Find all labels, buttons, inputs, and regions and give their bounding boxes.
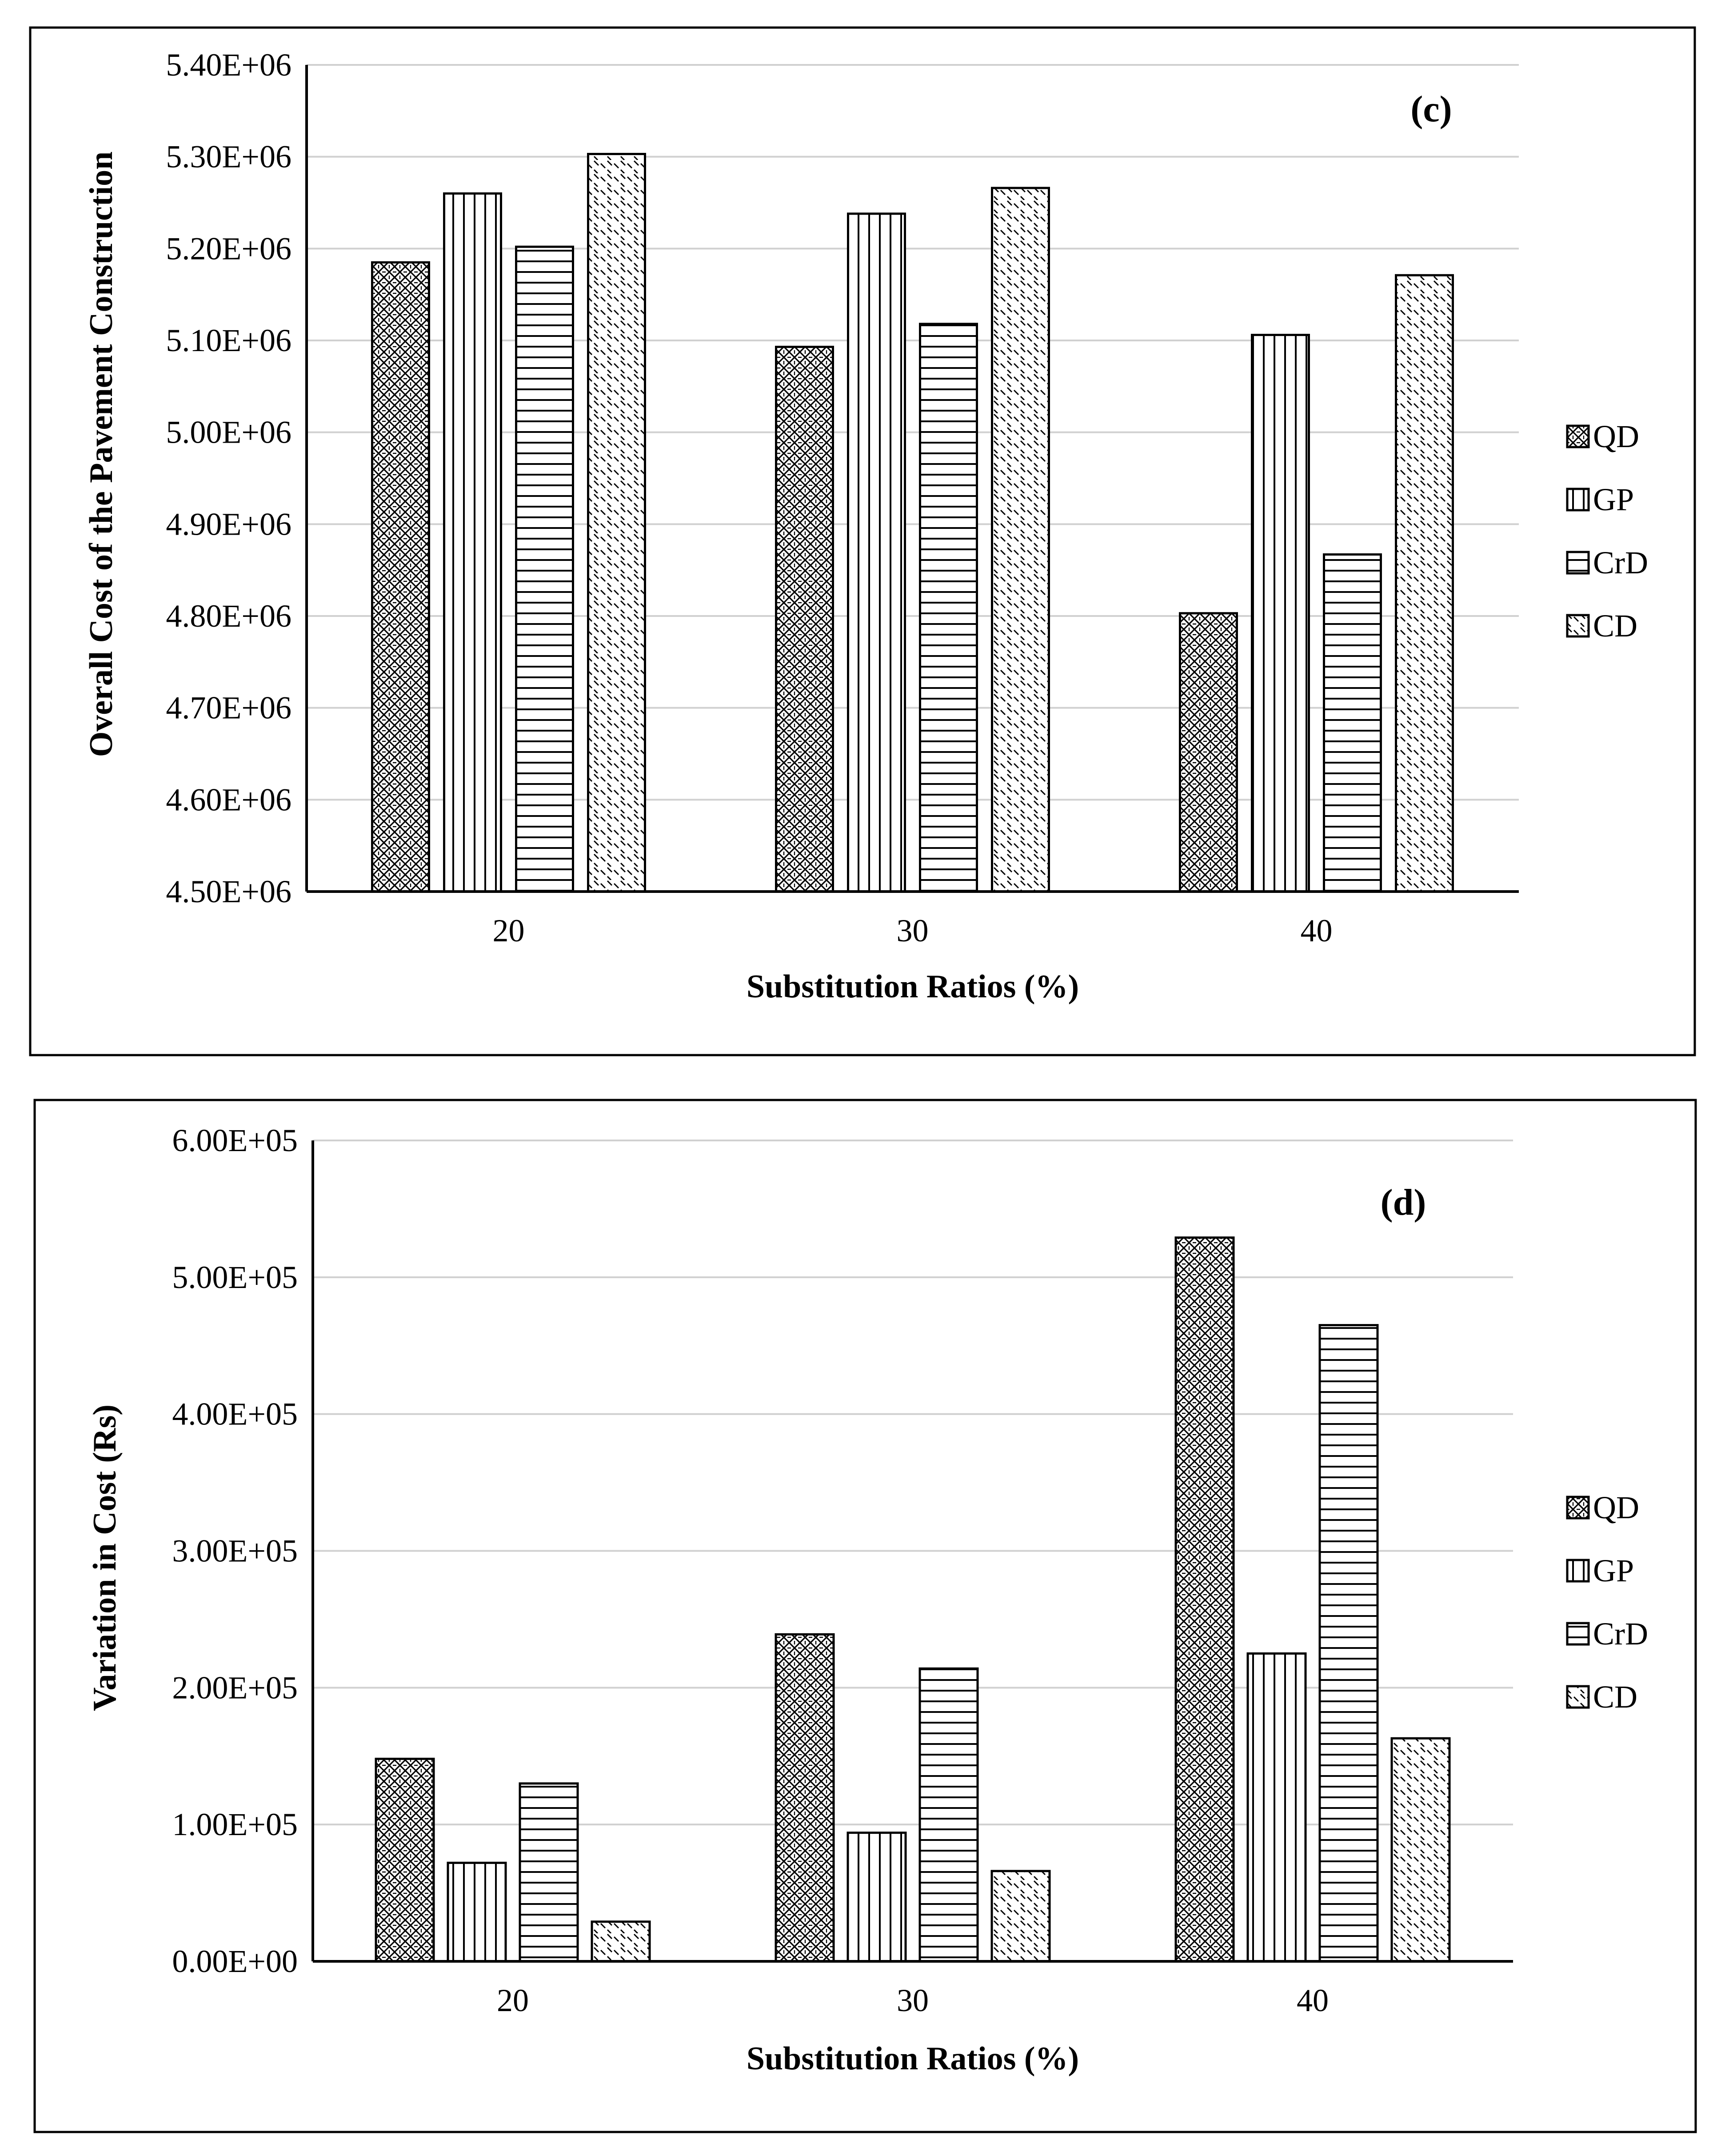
bar-qd-30 — [775, 345, 834, 893]
bar-crd-20 — [519, 1782, 579, 1963]
bar-crd-40 — [1323, 553, 1382, 893]
bar-qd-40 — [1174, 1236, 1235, 1963]
x-tick-label: 40 — [1301, 913, 1333, 948]
panel-d-x-axis-title: Substitution Ratios (%) — [747, 2040, 1079, 2077]
y-tick-label: 1.00E+05 — [172, 1807, 298, 1842]
panel-c-x-ticks: 20 30 40 — [493, 913, 1333, 948]
legend-label-gp: GP — [1593, 1553, 1634, 1588]
legend-swatch-gp — [1566, 488, 1590, 512]
x-tick-label: 30 — [897, 1983, 929, 2018]
legend-label-crd: CrD — [1593, 545, 1648, 580]
panel-c-label: (c) — [1410, 88, 1452, 130]
y-tick-label: 4.90E+06 — [166, 506, 291, 542]
legend-swatch-crd — [1566, 551, 1590, 575]
bar-crd-20 — [515, 245, 574, 893]
legend-swatch-cd — [1566, 1685, 1590, 1709]
panel-d-legend: QD GP CrD CD — [1566, 1490, 1648, 1715]
panel-d-label: (d) — [1381, 1182, 1426, 1223]
bar-cd-30 — [991, 187, 1050, 893]
bar-gp-40 — [1251, 334, 1310, 893]
panel-c: (c) Overall Cost of the Pavement Constru… — [29, 26, 1696, 1056]
y-tick-label: 6.00E+05 — [172, 1123, 298, 1158]
bar-qd-20 — [375, 1757, 435, 1963]
panel-c-bars — [371, 152, 1454, 893]
y-tick-label: 4.00E+05 — [172, 1396, 298, 1432]
panel-c-frame — [29, 26, 1696, 1056]
x-tick-label: 20 — [497, 1983, 529, 2018]
bar-gp-30 — [847, 212, 906, 893]
legend-label-crd: CrD — [1593, 1616, 1648, 1652]
y-tick-label: 5.20E+06 — [166, 231, 291, 266]
panel-d-x-ticks: 20 30 40 — [497, 1983, 1329, 2018]
panel-d-axes — [311, 1140, 1513, 1963]
x-tick-label: 20 — [493, 913, 525, 948]
panel-c-legend: QD GP CrD CD — [1566, 419, 1648, 644]
y-tick-label: 5.00E+06 — [166, 415, 291, 450]
legend-swatch-gp — [1566, 1559, 1590, 1583]
bar-gp-30 — [847, 1832, 907, 1963]
bar-crd-40 — [1318, 1324, 1379, 1963]
y-tick-label: 5.10E+06 — [166, 323, 291, 358]
bar-cd-40 — [1390, 1737, 1451, 1963]
legend-label-qd: QD — [1593, 1490, 1639, 1525]
panel-d-y-ticks: 0.00E+00 1.00E+05 2.00E+05 3.00E+05 4.00E+05… — [172, 1123, 298, 1979]
y-tick-label: 4.60E+06 — [166, 782, 291, 817]
bar-cd-30 — [990, 1870, 1051, 1963]
bar-qd-20 — [371, 261, 430, 893]
y-tick-label: 3.00E+05 — [172, 1533, 298, 1569]
legend-swatch-cd — [1566, 614, 1590, 638]
bar-gp-20 — [443, 192, 502, 893]
panel-c-y-ticks: 4.50E+06 4.60E+06 4.70E+06 4.80E+06 4.90E+06… — [166, 47, 291, 909]
y-tick-label: 4.50E+06 — [166, 874, 291, 909]
y-tick-label: 5.40E+06 — [166, 47, 291, 83]
y-tick-label: 4.80E+06 — [166, 598, 291, 634]
y-tick-label: 5.00E+05 — [172, 1260, 298, 1295]
bar-cd-20 — [591, 1920, 651, 1963]
panel-c-gridlines — [307, 64, 1519, 801]
y-tick-label: 4.70E+06 — [166, 690, 291, 726]
x-tick-label: 30 — [897, 913, 929, 948]
panel-d-y-axis-title: Variation in Cost (Rs) — [87, 1404, 123, 1711]
bar-cd-40 — [1395, 274, 1454, 893]
legend-label-qd: QD — [1593, 419, 1639, 454]
legend-swatch-qd — [1566, 1496, 1590, 1520]
bar-crd-30 — [919, 323, 978, 893]
y-tick-label: 5.30E+06 — [166, 139, 291, 175]
panel-c-x-axis-title: Substitution Ratios (%) — [747, 968, 1079, 1005]
y-tick-label: 2.00E+05 — [172, 1670, 298, 1705]
bar-gp-20 — [447, 1861, 507, 1963]
panel-d-gridlines — [313, 1140, 1513, 1826]
legend-label-gp: GP — [1593, 482, 1634, 517]
panel-c-axes — [305, 65, 1519, 893]
x-tick-label: 40 — [1297, 1983, 1329, 2018]
panel-d-frame — [33, 1099, 1697, 2133]
legend-label-cd: CD — [1593, 608, 1637, 644]
panel-d: (d) Variation in Cost (Rs) Substitution … — [33, 1099, 1697, 2133]
panel-c-y-axis-title: Overall Cost of the Pavement Constructio… — [83, 152, 120, 757]
legend-swatch-qd — [1566, 424, 1590, 448]
bar-crd-30 — [918, 1667, 979, 1963]
bar-qd-30 — [775, 1633, 835, 1963]
bar-gp-40 — [1246, 1652, 1307, 1963]
legend-swatch-crd — [1566, 1622, 1590, 1646]
y-tick-label: 0.00E+00 — [172, 1944, 298, 1979]
bar-qd-40 — [1179, 612, 1238, 893]
legend-label-cd: CD — [1593, 1679, 1637, 1715]
panel-d-bars — [375, 1236, 1451, 1963]
bar-cd-20 — [587, 152, 646, 893]
